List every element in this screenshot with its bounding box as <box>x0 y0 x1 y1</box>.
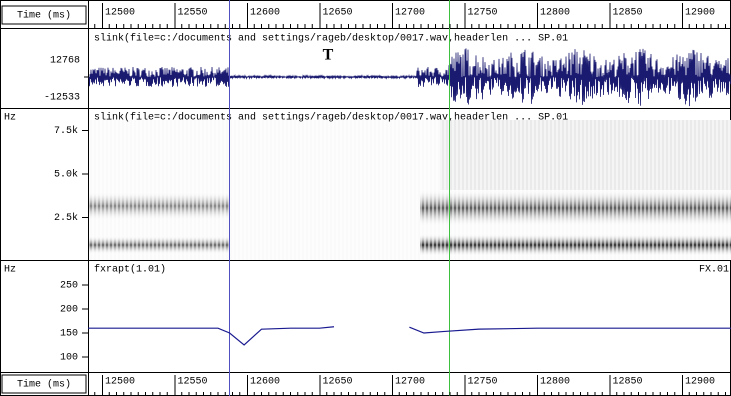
tick-label: 100 <box>60 353 78 364</box>
pane-title: slink(file=c:/documents and settings/rag… <box>94 112 568 124</box>
waveform-trace <box>88 48 731 107</box>
tick-label: 12500 <box>105 377 135 388</box>
tick-label: 12500 <box>105 8 135 19</box>
tick-label: 12600 <box>250 377 280 388</box>
tick-label: 12650 <box>323 377 353 388</box>
time-ruler: 12500 12550 12600 12650 12700 12750 12800 12850… <box>94 375 726 396</box>
tick-label: 5.0k <box>54 169 78 181</box>
tick-label: 12700 <box>395 377 425 388</box>
tick-label: 12600 <box>250 8 280 19</box>
ruler-label-box <box>1 374 87 394</box>
tick-label: 12850 <box>613 8 643 19</box>
tick-label: 12800 <box>540 8 570 19</box>
tick-label: 200 <box>60 305 78 316</box>
tick-label: 2.5k <box>54 212 78 224</box>
waveform <box>88 48 731 107</box>
tick-label: 12850 <box>613 377 643 388</box>
tick-label: 12800 <box>540 377 570 388</box>
pane-tag: FX.01 <box>699 265 729 276</box>
tick-label: 12750 <box>468 8 498 19</box>
unit-label: Hz <box>4 265 16 276</box>
ruler-label: Time (ms) <box>17 379 71 391</box>
tick-label: 12900 <box>685 8 715 19</box>
tick-label: 7.5k <box>54 125 78 137</box>
tick-label: 12750 <box>468 377 498 388</box>
tick-label: 12700 <box>395 8 425 19</box>
pitch-clip <box>88 326 731 346</box>
spectrogram <box>89 120 731 260</box>
unit-label: Hz <box>4 113 16 124</box>
tick-label: 250 <box>60 281 78 292</box>
tick-label: 12550 <box>178 8 208 19</box>
min-label: -12533 <box>44 93 80 104</box>
tick-label: 150 <box>60 329 78 340</box>
tick-label: 12650 <box>323 8 353 19</box>
annotation: T <box>323 47 334 64</box>
tick-label: 12550 <box>178 377 208 388</box>
pane-title: slink(file=c:/documents and settings/rag… <box>94 33 568 45</box>
pitch-contour <box>88 326 731 346</box>
max-label: 12768 <box>50 56 80 67</box>
pane-title: fxrapt(1.01) <box>94 264 166 276</box>
time-ruler: 12500 12550 12600 12650 12700 12750 12800 12850… <box>94 3 726 28</box>
tick-label: 12900 <box>685 377 715 388</box>
ruler-label: Time (ms) <box>17 10 71 22</box>
ruler-label-box <box>1 5 87 25</box>
